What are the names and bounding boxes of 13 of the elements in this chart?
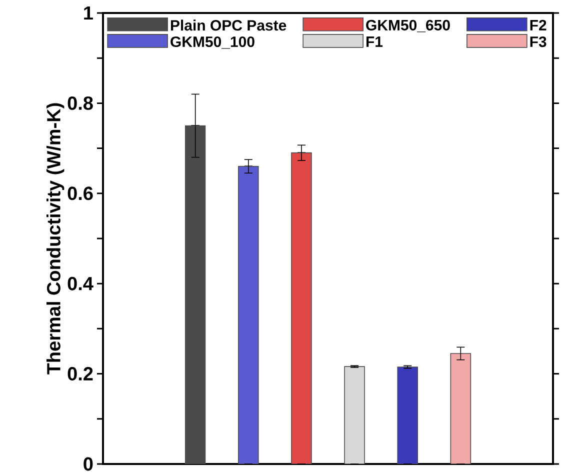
- y-tick-label: 0: [84, 457, 93, 471]
- legend-label: F2: [530, 20, 546, 30]
- y-axis-title: Thermal Conductivity (W/m-K): [46, 103, 64, 374]
- legend-label: GKM50_650: [366, 20, 450, 32]
- legend-label: F3: [530, 36, 546, 48]
- legend-label: Plain OPC Paste: [170, 20, 286, 31]
- legend-label: F1: [366, 36, 383, 47]
- y-tick-label: 0.4: [68, 276, 94, 290]
- legend-label: GKM50_100: [170, 36, 254, 49]
- y-tick-label: 0.6: [68, 186, 93, 200]
- y-tick-label: 0.8: [68, 96, 93, 110]
- y-tick-label: 1: [84, 6, 93, 20]
- y-tick-label: 0.2: [68, 367, 93, 381]
